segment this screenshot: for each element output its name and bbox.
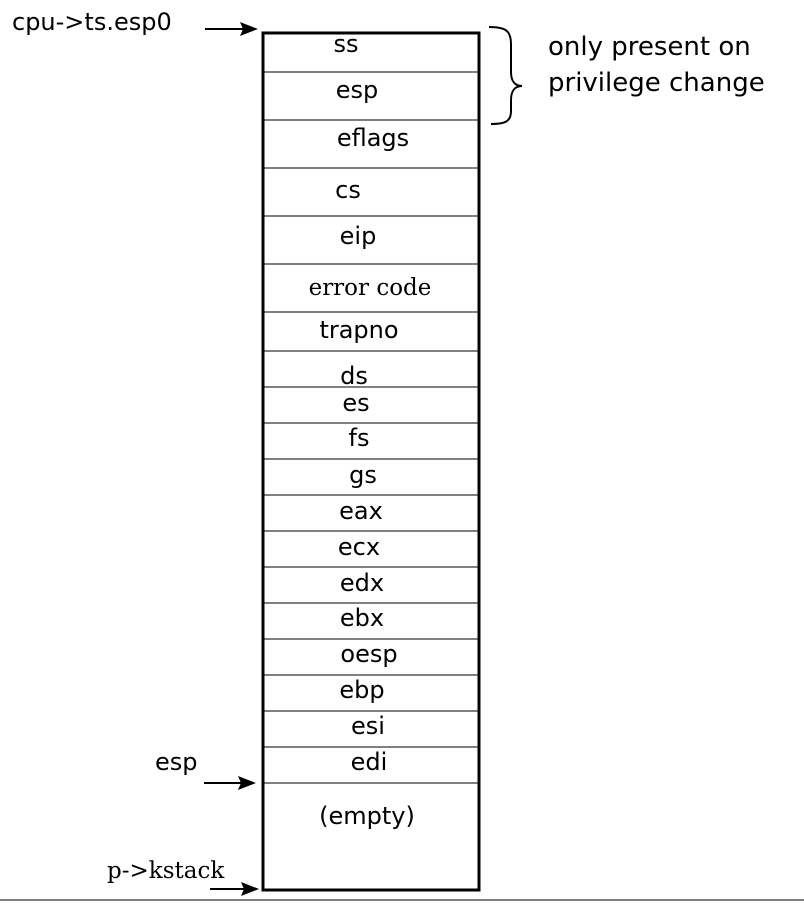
stack-cell-label: cs: [335, 176, 361, 204]
stack-cell-label: edx: [340, 569, 384, 597]
stack-cell-label: ebp: [339, 676, 384, 704]
stack-cell-label: eflags: [337, 124, 409, 152]
stack-cell-label: eax: [339, 497, 383, 525]
stack-cell-label: oesp: [340, 640, 397, 668]
stack-cell-label: ebx: [340, 604, 384, 632]
stack-cell-label: ecx: [338, 533, 380, 561]
esp-pointer-arrow: [204, 776, 256, 790]
stack-cell-label: eip: [340, 222, 377, 250]
stack-cell-label: gs: [349, 461, 377, 489]
stack-cell-label: fs: [349, 424, 370, 452]
stack-cell-label: esi: [351, 712, 385, 740]
stack-cell-label: es: [342, 389, 369, 417]
kernel-stack-frame: [261, 31, 481, 892]
stack-cell-label: ss: [333, 30, 358, 58]
stack-cell-label: error code: [309, 275, 432, 301]
stack-cell-label: (empty): [319, 802, 415, 830]
kstack-pointer-label: p->kstack: [107, 858, 225, 884]
esp-pointer-label: esp: [155, 748, 198, 776]
esp0-pointer-arrow: [205, 22, 258, 36]
stack-cell-label: ds: [340, 362, 368, 390]
kstack-pointer-arrow: [210, 882, 259, 896]
privilege-note-line2: privilege change: [548, 68, 765, 98]
stack-cell-label: esp: [336, 76, 379, 104]
esp0-pointer-label: cpu->ts.esp0: [12, 8, 172, 36]
curly-brace-icon: [488, 26, 523, 125]
stack-cell-label: edi: [351, 748, 388, 776]
privilege-note-line1: only present on: [548, 32, 751, 62]
stack-cell-label: trapno: [319, 316, 398, 344]
